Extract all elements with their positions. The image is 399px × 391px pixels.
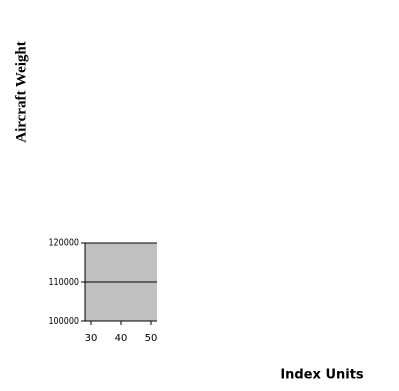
x-tick-label: 40 <box>115 333 128 344</box>
x-tick-label: 30 <box>85 333 98 344</box>
plot-area: 100000 110000 120000 30 40 50 <box>48 238 158 344</box>
y-tick-label: 110000 <box>48 277 79 288</box>
y-axis-label: Aircraft Weight <box>13 41 29 143</box>
x-tick-label: 50 <box>145 333 158 344</box>
x-axis-label: Index Units <box>280 368 364 383</box>
y-tick-label: 120000 <box>48 238 79 249</box>
y-tick-label: 100000 <box>48 316 79 327</box>
